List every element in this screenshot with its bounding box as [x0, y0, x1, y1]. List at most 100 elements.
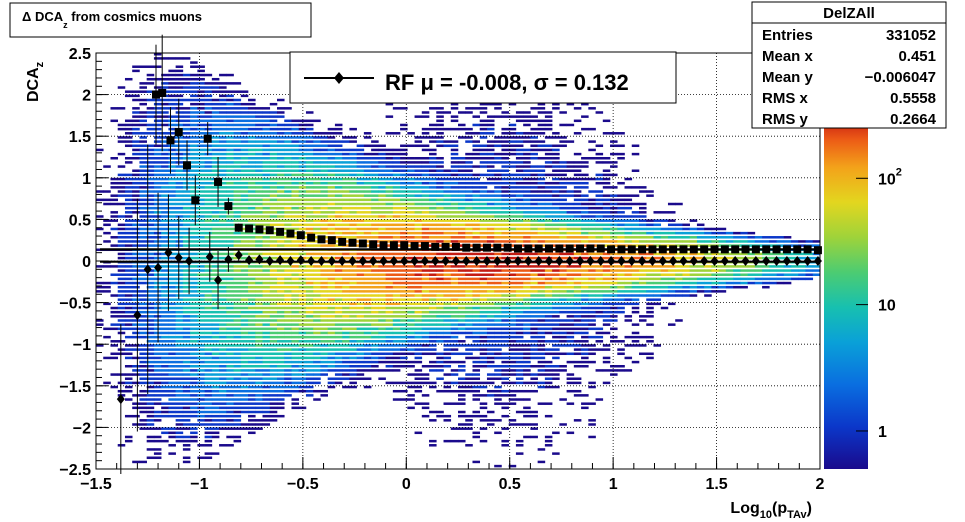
- heatmap-cell: [400, 194, 408, 197]
- heatmap-cell: [291, 256, 300, 260]
- heatmap-cell: [327, 194, 336, 197]
- heatmap-cell: [334, 132, 343, 135]
- heatmap-cell: [233, 439, 242, 443]
- heatmap-cell: [219, 319, 227, 322]
- heatmap-cell: [631, 223, 640, 227]
- heatmap-cell: [197, 369, 205, 372]
- heatmap-cell: [240, 231, 249, 235]
- heatmap-cell: [472, 231, 481, 235]
- heatmap-cell: [139, 310, 147, 314]
- heatmap-cell: [262, 402, 271, 405]
- heatmap-cell: [161, 340, 169, 343]
- heatmap-cell: [400, 302, 408, 306]
- heatmap-cell: [233, 98, 242, 102]
- heatmap-cell: [277, 194, 285, 197]
- heatmap-cell: [255, 335, 263, 339]
- heatmap-cell: [566, 215, 575, 218]
- heatmap-cell: [378, 323, 386, 326]
- heatmap-cell: [132, 327, 140, 331]
- heatmap-cell: [284, 381, 292, 385]
- heatmap-cell: [400, 215, 408, 218]
- heatmap-cell: [465, 269, 473, 272]
- heatmap-cell: [537, 132, 546, 135]
- heatmap-cell: [544, 302, 553, 306]
- heatmap-cell: [132, 119, 140, 123]
- heatmap-cell: [378, 223, 386, 227]
- heatmap-cell: [624, 236, 633, 239]
- heatmap-cell: [436, 127, 444, 131]
- heatmap-cell: [277, 152, 285, 156]
- heatmap-cell: [168, 306, 176, 310]
- heatmap-cell: [443, 323, 452, 326]
- heatmap-cell: [277, 140, 285, 143]
- heatmap-cell: [552, 290, 560, 293]
- heatmap-cell: [508, 198, 517, 202]
- heatmap-cell: [342, 177, 350, 181]
- heatmap-cell: [190, 90, 198, 93]
- heatmap-cell: [349, 227, 357, 231]
- heatmap-cell: [153, 148, 162, 152]
- heatmap-cell: [508, 327, 517, 331]
- heatmap-cell: [117, 340, 126, 343]
- heatmap-cell: [400, 344, 408, 347]
- heatmap-cell: [190, 231, 198, 235]
- heatmap-cell: [182, 310, 191, 314]
- heatmap-cell: [197, 327, 205, 331]
- heatmap-cell: [465, 323, 473, 326]
- heatmap-cell: [146, 157, 155, 160]
- heatmap-cell: [465, 152, 473, 156]
- heatmap-cell: [226, 169, 234, 172]
- heatmap-cell: [132, 460, 140, 464]
- heatmap-cell: [631, 302, 640, 306]
- heatmap-cell: [342, 365, 350, 368]
- heatmap-cell: [537, 202, 546, 206]
- heatmap-cell: [269, 223, 278, 227]
- heatmap-cell: [617, 181, 625, 185]
- heatmap-cell: [190, 65, 198, 68]
- heatmap-cell: [110, 219, 119, 222]
- heatmap-cell: [371, 169, 379, 172]
- heatmap-cell: [320, 198, 328, 202]
- heatmap-cell: [559, 281, 567, 285]
- heatmap-cell: [255, 148, 263, 152]
- heatmap-cell: [204, 102, 213, 106]
- heatmap-cell: [291, 348, 300, 351]
- heatmap-cell: [342, 294, 350, 297]
- heatmap-cell: [414, 140, 423, 143]
- heatmap-cell: [602, 348, 611, 351]
- heatmap-cell: [168, 186, 176, 189]
- heatmap-cell: [262, 165, 271, 168]
- heatmap-cell: [168, 206, 176, 210]
- heatmap-cell: [153, 86, 162, 89]
- heatmap-cell: [117, 186, 126, 189]
- heatmap-cell: [146, 173, 155, 177]
- heatmap-cell: [342, 298, 350, 301]
- heatmap-cell: [581, 277, 589, 281]
- heatmap-cell: [320, 169, 328, 172]
- heatmap-cell: [269, 381, 278, 385]
- heatmap-cell: [588, 348, 596, 351]
- heatmap-cell: [552, 327, 560, 331]
- heatmap-cell: [443, 186, 452, 189]
- heatmap-cell: [132, 273, 140, 276]
- heatmap-cell: [508, 256, 517, 260]
- heatmap-cell: [443, 298, 452, 301]
- heatmap-cell: [240, 306, 249, 310]
- heatmap-cell: [515, 319, 524, 322]
- heatmap-cell: [132, 90, 140, 93]
- heatmap-cell: [450, 373, 459, 376]
- heatmap-cell: [146, 115, 155, 118]
- heatmap-cell: [610, 211, 618, 214]
- heatmap-cell: [573, 169, 582, 172]
- heatmap-cell: [269, 169, 278, 172]
- heatmap-cell: [501, 219, 509, 222]
- heatmap-cell: [240, 360, 249, 364]
- heatmap-cell: [465, 206, 473, 210]
- heatmap-cell: [161, 202, 169, 206]
- heatmap-cell: [472, 277, 481, 281]
- heatmap-cell: [233, 377, 242, 380]
- heatmap-cell: [400, 181, 408, 185]
- heatmap-cell: [146, 402, 155, 405]
- heatmap-cell: [530, 377, 538, 380]
- heatmap-cell: [211, 360, 220, 364]
